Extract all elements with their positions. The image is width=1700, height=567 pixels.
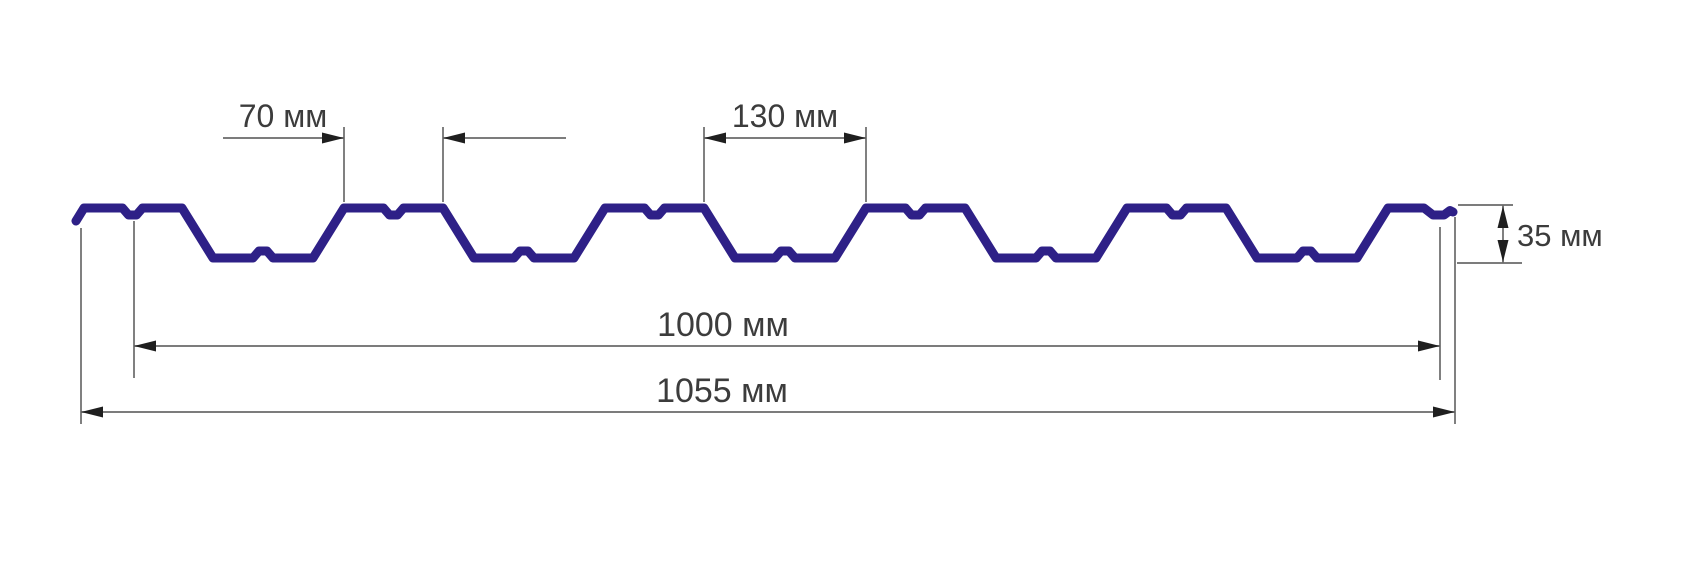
dimension-overall-width: 1055 мм	[80, 217, 1456, 424]
dimension-working-width: 1000 мм	[133, 221, 1441, 380]
arrowhead-left-icon	[704, 132, 726, 144]
dimension-label: 35 мм	[1517, 218, 1603, 253]
arrowhead-right-icon	[322, 132, 344, 144]
dimension-crest-top-width: 70 мм	[223, 98, 566, 202]
arrowhead-right-icon	[1418, 340, 1440, 352]
dimension-crest-gap: 130 мм	[703, 98, 867, 202]
sheet-profile-path	[71, 203, 1458, 263]
arrowhead-right-icon	[1433, 406, 1455, 418]
dimension-label: 1000 мм	[657, 306, 789, 344]
dimension-label: 130 мм	[732, 98, 838, 134]
arrowhead-right-icon	[844, 132, 866, 144]
dimension-profile-height: 35 мм	[1457, 204, 1603, 264]
arrowhead-down-icon	[1497, 240, 1509, 262]
dimension-label: 1055 мм	[656, 372, 788, 410]
arrowhead-left-icon	[134, 340, 156, 352]
arrowhead-left-icon	[443, 132, 465, 144]
dimension-label: 70 мм	[239, 98, 327, 134]
arrowhead-up-icon	[1497, 206, 1509, 228]
arrowhead-left-icon	[81, 406, 103, 418]
